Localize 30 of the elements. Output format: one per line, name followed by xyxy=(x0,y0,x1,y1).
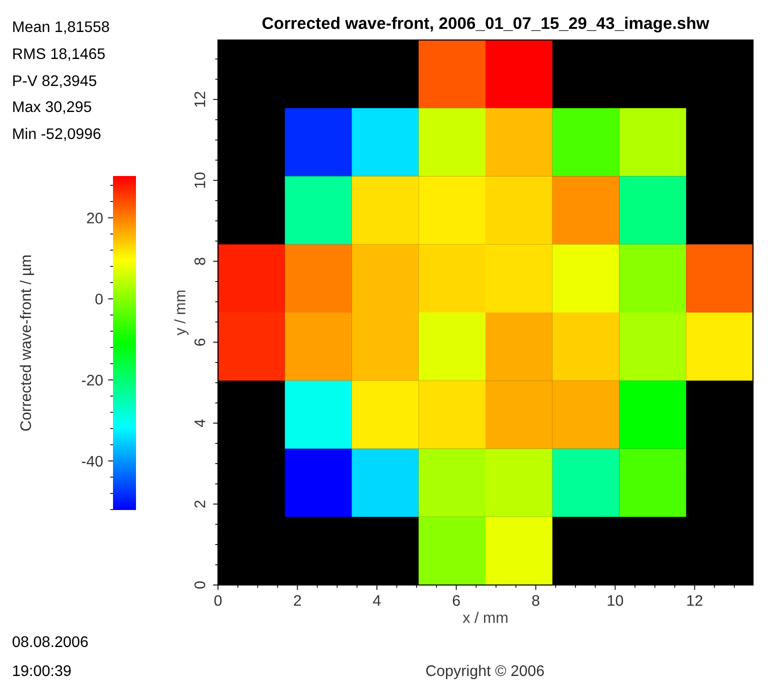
chart-title: Corrected wave-front, 2006_01_07_15_29_43_image.shw xyxy=(262,16,710,32)
color-bar-label: -40 xyxy=(82,456,103,467)
y-tick-label: 8 xyxy=(194,258,206,265)
x-tick-label: 6 xyxy=(452,595,460,606)
x-tick-label: 8 xyxy=(532,595,540,606)
color-bar-title: Corrected wave-front / µm xyxy=(20,256,34,431)
text: Max 30,295 xyxy=(13,101,92,114)
color-bar-label: 0 xyxy=(95,294,103,305)
text: Mean 1,81558 xyxy=(13,21,110,34)
x-tick-label: 10 xyxy=(608,595,624,606)
text: RMS 18,1465 xyxy=(13,48,105,61)
x-tick-label: 2 xyxy=(294,595,301,606)
y-tick-label: 0 xyxy=(194,581,206,589)
color-bar-label: 20 xyxy=(87,212,103,224)
text: P-V 82,3945 xyxy=(13,75,96,88)
text: Min -52,0996 xyxy=(13,128,101,141)
y-tick-label: 12 xyxy=(194,92,206,107)
text: 08.08.2006 xyxy=(12,636,88,648)
y-tick-label: 2 xyxy=(194,500,206,508)
y-tick-label: 6 xyxy=(194,338,206,346)
x-tick-label: 12 xyxy=(687,595,702,606)
color-bar-label: -20 xyxy=(82,374,103,386)
text: 19:00:39 xyxy=(13,665,71,676)
y-axis-title: y / mm xyxy=(174,290,188,336)
x-tick-label: 4 xyxy=(372,595,381,606)
y-tick-label: 10 xyxy=(194,172,206,188)
x-tick-label: 0 xyxy=(214,595,222,606)
x-axis-title: x / mm xyxy=(462,612,508,623)
text: Copyright © 2006 xyxy=(426,664,544,680)
y-tick-label: 4 xyxy=(194,419,206,428)
